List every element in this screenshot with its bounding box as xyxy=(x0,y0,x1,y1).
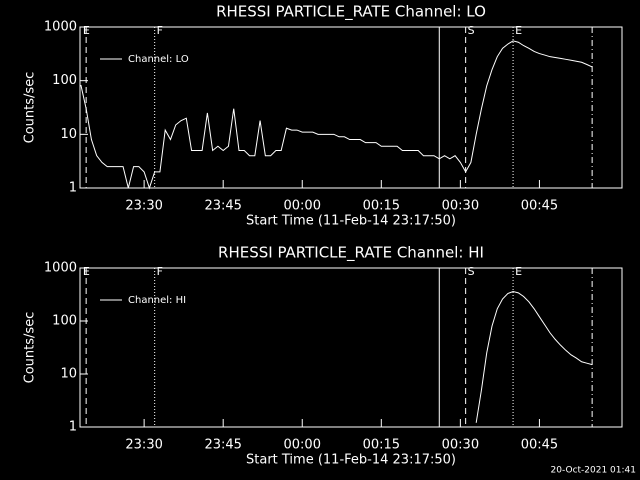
x-tick-label: 23:45 xyxy=(204,438,241,453)
y-tick-label: 1 xyxy=(69,181,77,196)
x-tick-label: 23:45 xyxy=(204,199,241,214)
x-tick-label: 00:45 xyxy=(521,199,558,214)
x-axis-label: Start Time (11-Feb-14 23:17:50) xyxy=(246,453,456,468)
legend-label: Channel: HI xyxy=(128,295,186,306)
footer: 20-Oct-2021 01:41 xyxy=(551,466,636,476)
y-axis-label: Counts/sec xyxy=(23,72,38,144)
event-label: E xyxy=(515,24,522,37)
y-tick-label: 1000 xyxy=(44,261,77,276)
legend-label: Channel: LO xyxy=(128,54,189,65)
x-tick-label: 00:15 xyxy=(363,199,400,214)
y-tick-label: 1000 xyxy=(44,20,77,35)
plot-frame xyxy=(79,26,623,189)
event-label: S xyxy=(468,265,475,278)
y-tick-label: 10 xyxy=(60,367,77,382)
event-label: S xyxy=(468,24,475,37)
x-tick-label: 00:30 xyxy=(442,438,479,453)
x-tick-label: 00:45 xyxy=(521,438,558,453)
x-tick-label: 23:30 xyxy=(125,199,162,214)
event-label: F xyxy=(157,24,163,37)
x-tick-label: 00:30 xyxy=(442,199,479,214)
x-tick-label: 23:30 xyxy=(125,438,162,453)
x-axis-label: Start Time (11-Feb-14 23:17:50) xyxy=(246,214,456,229)
chart-title: RHESSI PARTICLE_RATE Channel: HI xyxy=(218,244,484,263)
x-tick-label: 00:15 xyxy=(363,438,400,453)
y-tick-label: 100 xyxy=(52,314,77,329)
plot-frame xyxy=(79,267,623,428)
y-tick-label: 100 xyxy=(52,73,77,88)
chart-title: RHESSI PARTICLE_RATE Channel: LO xyxy=(216,3,486,22)
event-label: F xyxy=(157,265,163,278)
x-tick-label: 00:00 xyxy=(284,438,321,453)
x-tick-label: 00:00 xyxy=(284,199,321,214)
series-line xyxy=(475,290,593,423)
series-line xyxy=(80,40,593,190)
event-label: E xyxy=(515,265,522,278)
y-tick-label: 10 xyxy=(60,127,77,142)
y-tick-label: 1 xyxy=(69,420,77,435)
y-axis-label: Counts/sec xyxy=(23,312,38,384)
